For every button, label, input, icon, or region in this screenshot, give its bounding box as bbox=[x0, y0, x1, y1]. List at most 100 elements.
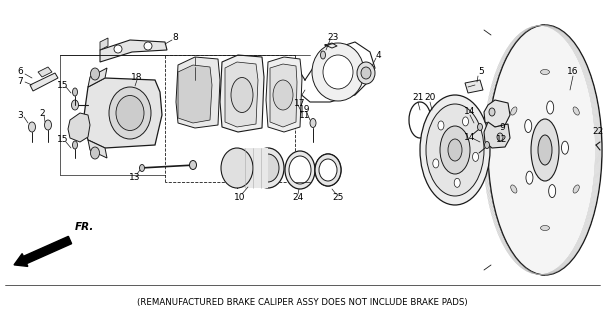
Polygon shape bbox=[178, 65, 212, 123]
Ellipse shape bbox=[511, 185, 517, 193]
Ellipse shape bbox=[573, 107, 580, 115]
Ellipse shape bbox=[531, 119, 559, 181]
Ellipse shape bbox=[323, 55, 353, 89]
Ellipse shape bbox=[140, 164, 145, 172]
Ellipse shape bbox=[477, 124, 483, 131]
Ellipse shape bbox=[73, 141, 77, 149]
Text: 18: 18 bbox=[131, 73, 143, 82]
Text: 23: 23 bbox=[327, 33, 339, 42]
Text: (REMANUFACTURED BRAKE CALIPER ASSY DOES NOT INCLUDE BRAKE PADS): (REMANUFACTURED BRAKE CALIPER ASSY DOES … bbox=[137, 298, 467, 307]
Ellipse shape bbox=[231, 77, 253, 113]
Ellipse shape bbox=[511, 107, 517, 115]
Ellipse shape bbox=[454, 178, 460, 187]
Polygon shape bbox=[465, 80, 483, 93]
Ellipse shape bbox=[538, 135, 552, 165]
Text: FR.: FR. bbox=[75, 222, 94, 232]
Ellipse shape bbox=[321, 51, 325, 59]
Ellipse shape bbox=[221, 148, 253, 188]
Ellipse shape bbox=[28, 122, 36, 132]
Ellipse shape bbox=[561, 141, 569, 154]
Text: 9: 9 bbox=[499, 124, 505, 132]
Polygon shape bbox=[30, 73, 58, 91]
Text: 8: 8 bbox=[172, 34, 178, 43]
Text: 22: 22 bbox=[592, 127, 604, 137]
Ellipse shape bbox=[310, 118, 316, 127]
Ellipse shape bbox=[525, 120, 532, 132]
Text: 3: 3 bbox=[17, 110, 23, 119]
Ellipse shape bbox=[573, 185, 580, 193]
Ellipse shape bbox=[485, 141, 489, 148]
Text: 11: 11 bbox=[299, 111, 311, 121]
Text: 14: 14 bbox=[464, 108, 476, 116]
Ellipse shape bbox=[420, 95, 490, 205]
Polygon shape bbox=[220, 55, 264, 132]
Ellipse shape bbox=[144, 42, 152, 50]
Ellipse shape bbox=[189, 161, 197, 170]
Text: 7: 7 bbox=[17, 77, 23, 86]
Text: 4: 4 bbox=[375, 51, 381, 60]
Polygon shape bbox=[266, 57, 302, 132]
Ellipse shape bbox=[357, 62, 375, 84]
Ellipse shape bbox=[540, 226, 549, 230]
Ellipse shape bbox=[273, 80, 293, 110]
Text: 24: 24 bbox=[292, 194, 304, 203]
Text: 2: 2 bbox=[39, 108, 45, 117]
Ellipse shape bbox=[285, 151, 315, 189]
Ellipse shape bbox=[45, 120, 51, 130]
Polygon shape bbox=[83, 78, 162, 148]
Ellipse shape bbox=[319, 159, 337, 181]
Polygon shape bbox=[270, 64, 297, 127]
Text: 16: 16 bbox=[567, 68, 579, 76]
Polygon shape bbox=[38, 67, 52, 77]
Text: 12: 12 bbox=[496, 135, 508, 145]
Ellipse shape bbox=[489, 108, 495, 116]
Text: 15: 15 bbox=[57, 81, 69, 90]
Ellipse shape bbox=[547, 101, 554, 114]
Polygon shape bbox=[68, 113, 90, 142]
Ellipse shape bbox=[252, 148, 284, 188]
Ellipse shape bbox=[91, 147, 99, 159]
Polygon shape bbox=[225, 62, 258, 127]
Text: 21: 21 bbox=[413, 93, 423, 102]
Ellipse shape bbox=[448, 139, 462, 161]
Ellipse shape bbox=[361, 67, 371, 79]
FancyArrow shape bbox=[14, 236, 71, 266]
Text: 20: 20 bbox=[424, 93, 436, 102]
Text: 19: 19 bbox=[299, 106, 311, 115]
Ellipse shape bbox=[91, 68, 99, 80]
Ellipse shape bbox=[315, 154, 341, 186]
Text: 15: 15 bbox=[57, 135, 69, 145]
Ellipse shape bbox=[526, 171, 533, 184]
Ellipse shape bbox=[438, 121, 444, 130]
Text: 5: 5 bbox=[478, 68, 484, 76]
Ellipse shape bbox=[109, 87, 151, 139]
Ellipse shape bbox=[257, 154, 279, 182]
Ellipse shape bbox=[433, 159, 439, 168]
Polygon shape bbox=[88, 140, 107, 158]
Ellipse shape bbox=[312, 43, 364, 101]
Polygon shape bbox=[100, 40, 167, 62]
Text: 17: 17 bbox=[294, 99, 306, 108]
Polygon shape bbox=[484, 100, 510, 127]
Text: 6: 6 bbox=[17, 68, 23, 76]
Ellipse shape bbox=[473, 152, 479, 161]
Ellipse shape bbox=[497, 133, 503, 141]
Ellipse shape bbox=[426, 104, 484, 196]
Ellipse shape bbox=[440, 126, 470, 174]
Polygon shape bbox=[88, 68, 107, 87]
Text: 25: 25 bbox=[332, 194, 344, 203]
Ellipse shape bbox=[540, 69, 549, 75]
Ellipse shape bbox=[289, 156, 311, 184]
Text: 10: 10 bbox=[234, 194, 246, 203]
Ellipse shape bbox=[488, 25, 602, 275]
Polygon shape bbox=[100, 38, 108, 50]
Ellipse shape bbox=[73, 88, 77, 96]
Ellipse shape bbox=[114, 45, 122, 53]
Ellipse shape bbox=[71, 100, 79, 110]
Ellipse shape bbox=[116, 95, 144, 131]
Polygon shape bbox=[237, 148, 268, 188]
Polygon shape bbox=[484, 122, 510, 148]
Text: 13: 13 bbox=[129, 172, 141, 181]
Ellipse shape bbox=[549, 185, 555, 197]
Polygon shape bbox=[176, 57, 220, 128]
